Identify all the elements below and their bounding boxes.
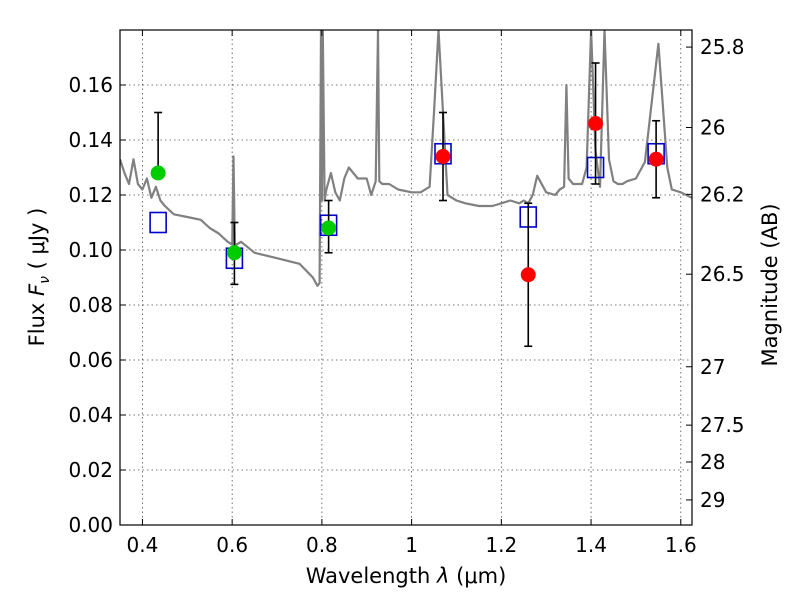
detection-point — [648, 151, 664, 167]
x-tick-label: 0.4 — [127, 533, 159, 557]
y2-tick-label: 25.8 — [700, 35, 745, 59]
model-spectrum-line — [120, 30, 692, 287]
y-tick-label: 0.14 — [68, 128, 113, 152]
detection-point — [520, 267, 536, 283]
detection-point — [588, 116, 604, 131]
y-tick-label: 0.02 — [68, 458, 113, 482]
x-axis-label: Wavelength λ (μm) — [306, 564, 507, 588]
y2-tick-label: 29 — [700, 488, 725, 512]
y-tick-label: 0.16 — [68, 73, 113, 97]
detection-point — [435, 149, 451, 164]
detection-point — [226, 245, 242, 261]
y-tick-label: 0.06 — [68, 348, 113, 372]
y2-axis-label: Magnitude (AB) — [758, 203, 782, 366]
y-tick-label: 0.04 — [68, 403, 113, 427]
y-tick-label: 0.12 — [68, 183, 113, 207]
x-tick-label: 1.4 — [575, 533, 607, 557]
detection-point — [321, 220, 337, 236]
y2-tick-label: 26.5 — [700, 262, 745, 286]
y2-tick-label: 26 — [700, 116, 725, 140]
x-tick-label: 1.2 — [485, 533, 517, 557]
x-tick-label: 1 — [405, 533, 418, 557]
axis-ticks: 0.4 0.6 0.8 1 1.2 1.4 1.6 0.00 0.02 0.04 0.06 0.08 0… — [68, 30, 745, 557]
model-spectrum-layer — [120, 30, 692, 287]
model-flux-square — [149, 211, 167, 234]
y-axis-label: Flux Fν ( μJy ) — [25, 208, 53, 347]
x-tick-label: 0.6 — [216, 533, 248, 557]
detection-point — [150, 165, 166, 181]
y2-tick-label: 26.2 — [700, 182, 745, 206]
y-tick-label: 0.00 — [68, 513, 113, 537]
y2-tick-label: 27.5 — [700, 413, 745, 437]
x-tick-label: 1.6 — [665, 533, 697, 557]
x-tick-label: 0.8 — [306, 533, 338, 557]
y-tick-label: 0.08 — [68, 293, 113, 317]
plot-frame — [119, 29, 693, 526]
grid — [120, 30, 692, 525]
data-points-layer — [149, 62, 665, 348]
y2-tick-label: 27 — [700, 355, 725, 379]
y2-tick-label: 28 — [700, 450, 725, 474]
y-tick-label: 0.10 — [68, 238, 113, 262]
